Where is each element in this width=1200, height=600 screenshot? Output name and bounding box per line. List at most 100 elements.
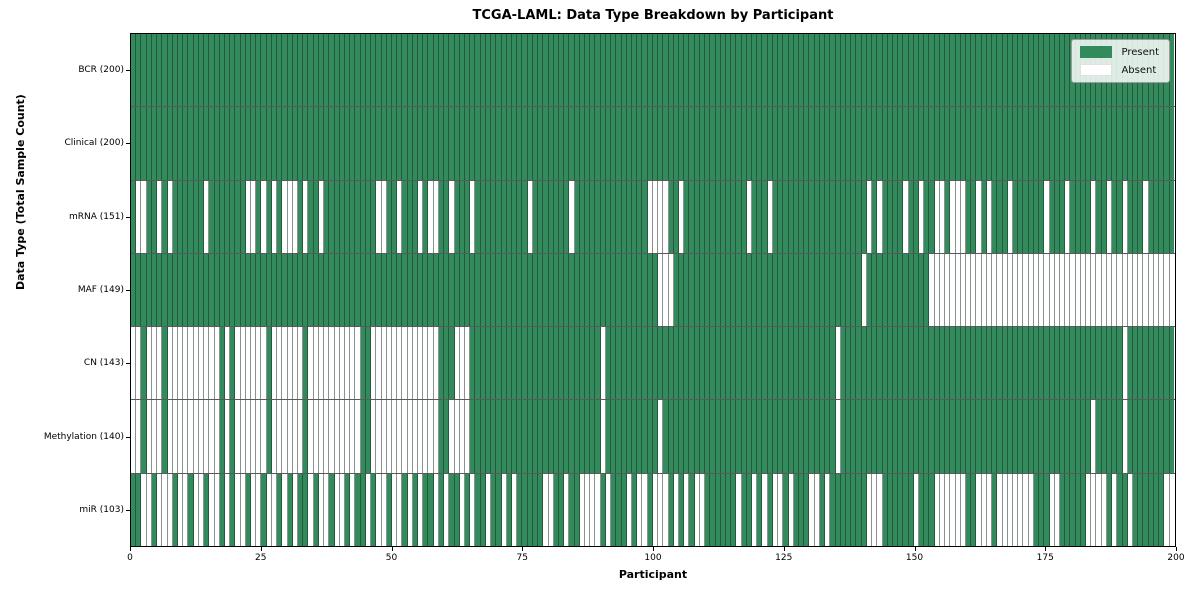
heatmap-cell	[637, 180, 643, 253]
heatmap-cell	[558, 34, 565, 107]
heatmap-cell	[585, 107, 591, 180]
heatmap-cell	[720, 327, 726, 400]
heatmap-cell	[819, 400, 826, 473]
heatmap-cell	[318, 473, 325, 546]
heatmap-cell	[386, 180, 392, 253]
heatmap-cell	[710, 400, 716, 473]
heatmap-cell	[339, 180, 345, 253]
heatmap-cell	[835, 253, 841, 327]
heatmap-cell	[423, 34, 429, 107]
heatmap-cell	[1169, 253, 1174, 327]
heatmap-cell	[1148, 180, 1154, 253]
legend-item-absent: Absent	[1080, 64, 1159, 76]
heatmap-cell	[616, 253, 622, 327]
x-tick-label: 125	[775, 553, 793, 563]
heatmap-cell	[605, 400, 612, 473]
heatmap-cell	[960, 34, 966, 107]
heatmap-cell	[605, 107, 612, 180]
heatmap-cell	[162, 327, 168, 400]
heatmap-cell	[887, 253, 893, 327]
heatmap-cell	[856, 253, 862, 327]
heatmap-cell	[605, 34, 612, 107]
heatmap-cell	[277, 253, 283, 327]
heatmap-cell	[590, 253, 596, 327]
heatmap-cell	[585, 253, 591, 327]
heatmap-cell	[981, 400, 987, 473]
heatmap-cell	[590, 180, 596, 253]
heatmap-cell	[391, 473, 398, 546]
heatmap-cell	[177, 107, 184, 180]
heatmap-cell	[579, 400, 586, 473]
heatmap-cell	[1159, 253, 1165, 327]
heatmap-cell	[1028, 253, 1034, 327]
heatmap-cell	[438, 327, 445, 400]
heatmap-cell	[783, 34, 789, 107]
heatmap-cell	[475, 107, 481, 180]
heatmap-cell	[350, 253, 356, 327]
heatmap-cell	[1054, 473, 1060, 546]
heatmap-cell	[1044, 253, 1050, 327]
y-tick-label-mrna: mRNA (151)	[69, 211, 124, 222]
heatmap-cell	[976, 34, 982, 107]
heatmap-cell	[866, 400, 873, 473]
heatmap-cell	[908, 180, 914, 253]
heatmap-cell	[778, 107, 784, 180]
heatmap-cell	[715, 34, 721, 107]
heatmap-cell	[344, 180, 351, 253]
heatmap-cell	[950, 180, 956, 253]
heatmap-cell	[919, 400, 925, 473]
heatmap-cell	[371, 327, 377, 400]
heatmap-cell	[1091, 253, 1097, 327]
heatmap-cell	[579, 473, 586, 546]
heatmap-cell	[600, 253, 606, 327]
heatmap-cell	[465, 180, 471, 253]
heatmap-cell	[647, 400, 653, 473]
heatmap-cell	[465, 473, 471, 546]
heatmap-cell	[360, 400, 366, 473]
heatmap-cell	[1086, 400, 1092, 473]
heatmap-cell	[960, 107, 966, 180]
heatmap-cell	[261, 400, 267, 473]
heatmap-cell	[298, 473, 304, 546]
heatmap-cell	[485, 34, 492, 107]
heatmap-cell	[757, 180, 763, 253]
heatmap-cell	[501, 180, 507, 253]
heatmap-cell	[1012, 327, 1019, 400]
heatmap-cell	[522, 253, 528, 327]
heatmap-cell	[522, 34, 528, 107]
heatmap-cell	[292, 327, 298, 400]
heatmap-cell	[908, 327, 914, 400]
heatmap-cell	[146, 253, 152, 327]
heatmap-cell	[1169, 400, 1174, 473]
heatmap-cell	[752, 473, 758, 546]
heatmap-cell	[553, 400, 559, 473]
heatmap-cell	[188, 400, 194, 473]
heatmap-cell	[590, 34, 596, 107]
heatmap-cell	[329, 473, 335, 546]
heatmap-cell	[235, 34, 241, 107]
heatmap-cell	[1054, 327, 1060, 400]
heatmap-cell	[929, 253, 935, 327]
heatmap-cell	[449, 107, 455, 180]
heatmap-cell	[214, 327, 220, 400]
heatmap-cell	[1049, 473, 1055, 546]
heatmap-cell	[861, 327, 867, 400]
heatmap-cell	[1117, 473, 1123, 546]
heatmap-cell	[412, 107, 419, 180]
heatmap-cell	[684, 473, 690, 546]
heatmap-cell	[762, 253, 768, 327]
heatmap-cell	[198, 327, 205, 400]
heatmap-cell	[553, 473, 559, 546]
heatmap-cell	[1101, 400, 1107, 473]
heatmap-cell	[877, 180, 883, 253]
heatmap-cell	[444, 180, 450, 253]
heatmap-cell	[819, 180, 826, 253]
heatmap-cell	[851, 473, 857, 546]
heatmap-cell	[950, 473, 956, 546]
heatmap-cell	[715, 253, 721, 327]
heatmap-cell	[626, 253, 632, 327]
heatmap-cell	[673, 107, 679, 180]
heatmap-cell	[762, 34, 768, 107]
heatmap-cell	[386, 107, 392, 180]
heatmap-cell	[532, 473, 539, 546]
